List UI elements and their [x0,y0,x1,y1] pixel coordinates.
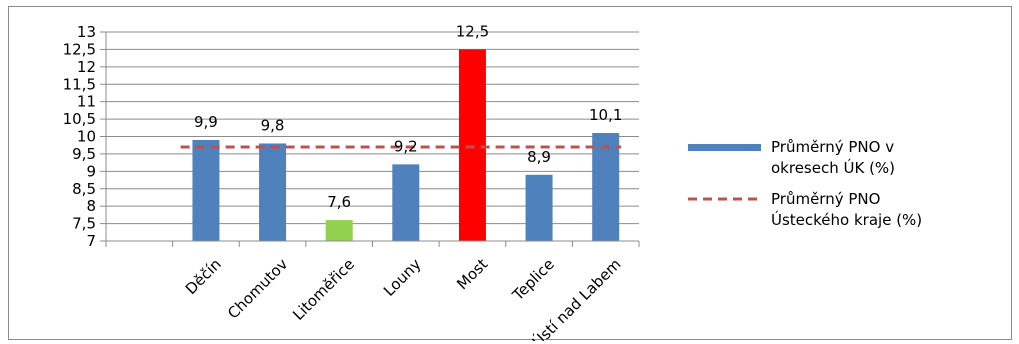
gridlines [106,31,639,242]
y-tick-label: 10 [77,128,96,146]
chart-frame: 7 7,5 8 8,5 9 9,5 10 10,5 11 11,5 12 12,5 13 9,9 9,8 7… [8,6,1012,341]
y-tick-label: 7 [86,232,96,250]
y-tick-label: 11,5 [63,75,96,93]
legend-line-line2: Ústeckého kraje (%) [771,210,922,229]
data-label: 7,6 [327,193,351,211]
y-tick-label: 12 [77,58,96,76]
bar [325,220,353,241]
y-tick-label: 11 [77,93,96,111]
legend-line-line1: Průměrný PNO [771,190,880,208]
axes [105,32,640,247]
y-tick-label: 9,5 [72,145,96,163]
category-label: Louny [380,255,425,300]
bar [259,143,287,241]
legend-bar-line2: okresech ÚK (%) [771,158,895,177]
category-label: Teplice [508,255,558,305]
data-label: 9,9 [194,113,218,131]
data-labels: 9,9 9,8 7,6 9,2 12,5 8,9 10,1 [194,22,622,211]
bar [392,164,420,241]
y-tick-label: 12,5 [63,40,96,58]
bar [592,133,620,241]
category-label: Chomutov [224,255,291,322]
category-label: Litoměřice [289,255,358,324]
category-label: Děčín [182,255,225,298]
bar [192,139,220,241]
bars [192,49,620,241]
legend: Průměrný PNO v okresech ÚK (%) Průměrný … [688,138,922,229]
data-label: 12,5 [456,22,489,40]
legend-bar-line1: Průměrný PNO v [771,138,894,156]
data-label: 9,2 [394,137,418,155]
y-tick-label: 7,5 [72,215,96,233]
legend-swatch-bar [688,144,761,151]
y-tick-label: 8 [86,197,96,215]
data-label: 8,9 [527,148,551,166]
y-tick-label: 13 [77,23,96,41]
y-tick-label: 10,5 [63,110,96,128]
bar [458,49,486,241]
category-label: Most [453,255,491,293]
data-label: 9,8 [261,116,285,134]
y-tick-label: 9 [86,162,96,180]
y-tick-label: 8,5 [72,180,96,198]
data-label: 10,1 [589,106,622,124]
bar [525,174,553,241]
